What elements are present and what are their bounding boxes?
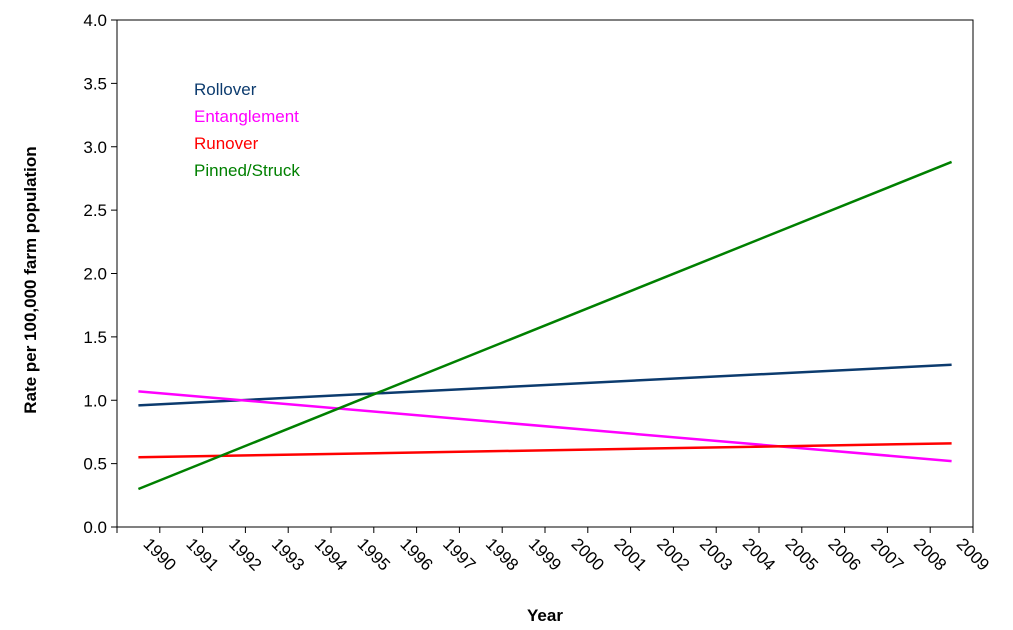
x-tick-label: 1996	[396, 534, 436, 574]
legend-entry: Rollover	[194, 80, 257, 99]
legend-entry: Entanglement	[194, 107, 299, 126]
x-tick-label: 2000	[568, 534, 608, 574]
y-tick-label: 3.0	[83, 138, 107, 157]
x-tick-label: 1995	[354, 534, 394, 574]
series-line-pinned-struck	[137, 160, 953, 491]
x-tick-label: 2001	[610, 534, 650, 574]
x-axis: 1990 1991 1992 1993 1994 1995 1996 1997 1998 1999…	[116, 527, 993, 575]
x-tick-label: 2002	[653, 534, 693, 574]
legend-entry: Pinned/Struck	[194, 161, 300, 180]
x-tick-label: 1990	[140, 534, 180, 574]
x-tick-label: 1993	[268, 534, 308, 574]
y-tick-label: 1.5	[83, 328, 107, 347]
y-tick-label: 2.5	[83, 201, 107, 220]
x-tick-label: 1997	[439, 534, 479, 574]
y-axis-title: Rate per 100,000 farm population	[21, 146, 40, 413]
series-line-entanglement	[138, 390, 952, 463]
x-tick-label: 1999	[525, 534, 565, 574]
y-tick-label: 4.0	[83, 11, 107, 30]
series-line-rollover	[138, 363, 952, 407]
x-tick-label: 2006	[824, 534, 864, 574]
x-tick-label: 2009	[953, 534, 993, 574]
y-tick-label: 2.0	[83, 265, 107, 284]
x-tick-label: 1991	[182, 534, 222, 574]
x-tick-label: 2007	[867, 534, 907, 574]
y-tick-label: 3.5	[83, 74, 107, 93]
series-line-runover	[138, 442, 952, 459]
series-lines	[137, 160, 953, 491]
x-tick-label: 1994	[311, 534, 351, 574]
y-tick-label: 0.5	[83, 455, 107, 474]
y-tick-label: 0.0	[83, 518, 107, 537]
x-axis-title: Year	[527, 606, 563, 625]
x-tick-label: 1992	[225, 534, 265, 574]
x-tick-label: 2008	[910, 534, 950, 574]
legend: Rollover Entanglement Runover Pinned/Struck	[194, 80, 300, 180]
y-axis: 0.0 0.5 1.0 1.5 2.0 2.5 3.0 3.5 4.0	[83, 11, 117, 537]
x-tick-label: 2005	[782, 534, 822, 574]
x-tick-label: 2003	[696, 534, 736, 574]
y-tick-label: 1.0	[83, 391, 107, 410]
legend-entry: Runover	[194, 134, 259, 153]
x-tick-label: 1998	[482, 534, 522, 574]
x-tick-label: 2004	[739, 534, 779, 574]
